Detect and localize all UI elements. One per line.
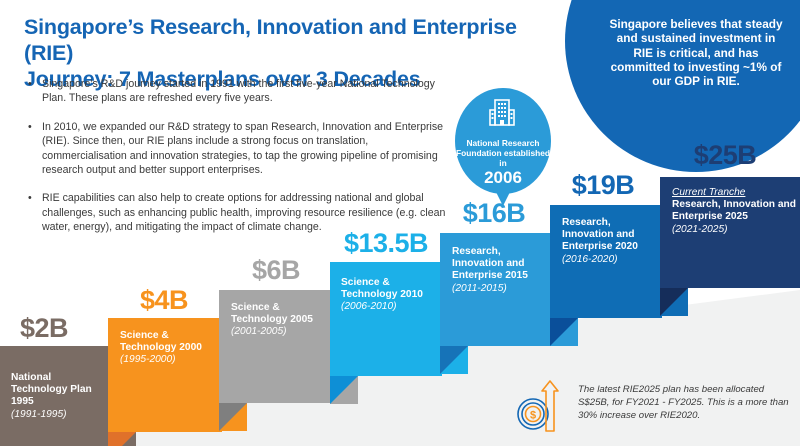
step-label: National Technology Plan 1995 (1991-1995) xyxy=(11,372,104,421)
bullet-marker: • xyxy=(28,192,32,205)
step-plan-name: Research, Innovation and Enterprise 2025 xyxy=(672,199,796,223)
step-plan-name: Research, Innovation and Enterprise 2015 xyxy=(452,246,528,282)
step-block xyxy=(0,346,110,446)
nrf-bubble xyxy=(455,88,551,194)
nrf-bubble-pointer xyxy=(494,188,512,206)
step-amount: $6B xyxy=(251,255,301,285)
step-block xyxy=(550,205,662,318)
step-fold-shadow xyxy=(440,346,468,374)
step-amount: $4B xyxy=(139,285,189,315)
step-fold-shadow xyxy=(550,318,578,346)
step-period: (1995-2000) xyxy=(120,354,176,366)
step-block xyxy=(660,177,800,288)
svg-text:$: $ xyxy=(530,410,536,422)
step-fold-shadow xyxy=(108,432,136,446)
step-fold-back xyxy=(219,403,247,431)
bullet-item: • In 2010, we expanded our R&D strategy t… xyxy=(28,120,448,178)
step-amount: $19B xyxy=(571,170,635,200)
title-line-2: Journey: 7 Masterplans over 3 Decades xyxy=(24,67,421,91)
page-title: Singapore’s Research, Innovation and Ent… xyxy=(24,14,544,92)
step-plan-name: Science & Technology 2000 xyxy=(120,330,202,354)
bullet-text: In 2010, we expanded our R&D strategy to… xyxy=(42,120,444,177)
bullet-list: • Singapore’s R&D journey started in 1991… xyxy=(28,77,448,249)
dollar-coin-arrow-up-icon: $ xyxy=(517,380,559,432)
building-icon xyxy=(489,99,515,126)
step-fold-back xyxy=(440,346,468,374)
step-period: (1991-1995) xyxy=(11,408,67,420)
step-block xyxy=(440,233,552,346)
nrf-year: 2006 xyxy=(484,168,522,187)
step-label: Science & Technology 2000 (1995-2000) xyxy=(120,330,216,367)
step-plan-name: National Technology Plan 1995 xyxy=(11,372,92,408)
bullet-text: Singapore’s R&D journey started in 1991 … xyxy=(42,78,435,105)
step-label: Science & Technology 2005 (2001-2005) xyxy=(231,302,327,339)
step-fold-back xyxy=(660,288,688,316)
allocation-note: The latest RIE2025 plan has been allocat… xyxy=(578,384,789,421)
nrf-text: National Research Foundation established… xyxy=(456,138,550,168)
step-block xyxy=(219,290,333,403)
commitment-text: Singapore believes that steady and susta… xyxy=(609,17,783,89)
step-plan-name: Science & Technology 2010 xyxy=(341,277,423,301)
step-fold-shadow xyxy=(330,376,358,404)
step-period: (2011-2015) xyxy=(452,282,507,294)
step-period: (2016-2020) xyxy=(562,253,618,265)
bullet-text: RIE capabilities can also help to create… xyxy=(42,192,446,234)
step-label: Science & Technology 2010 (2006-2010) xyxy=(341,277,436,314)
step-period: (2021-2025) xyxy=(672,223,728,235)
step-block xyxy=(108,318,222,432)
step-label: Research, Innovation and Enterprise 2015… xyxy=(452,246,546,295)
step-amount: $16B xyxy=(462,198,526,228)
bullet-marker: • xyxy=(28,120,32,133)
bullet-item: • RIE capabilities can also help to creat… xyxy=(28,191,448,234)
step-label: Current Tranche Research, Innovation and … xyxy=(672,187,796,236)
step-block xyxy=(330,262,442,376)
bullet-marker: • xyxy=(28,78,32,90)
step-amount: $13.5B xyxy=(343,228,429,258)
step-period: (2006-2010) xyxy=(341,301,397,313)
step-plan-name: Science & Technology 2005 xyxy=(231,302,313,326)
step-fold-back xyxy=(108,432,136,446)
step-fold-shadow xyxy=(660,288,688,316)
step-fold-back xyxy=(330,376,358,404)
step-fold-shadow xyxy=(219,403,247,431)
bullet-item: • Singapore’s R&D journey started in 1991… xyxy=(28,77,448,106)
step-period: (2001-2005) xyxy=(231,326,287,338)
title-line-1: Singapore’s Research, Innovation and Ent… xyxy=(24,15,517,65)
step-plan-name: Research, Innovation and Enterprise 2020 xyxy=(562,217,638,253)
step-amount: $2B xyxy=(19,313,69,343)
step-amount: $25B xyxy=(693,140,757,170)
current-tranche-tag: Current Tranche xyxy=(672,187,746,198)
step-fold-back xyxy=(550,318,578,346)
step-label: Research, Innovation and Enterprise 2020… xyxy=(562,217,656,266)
